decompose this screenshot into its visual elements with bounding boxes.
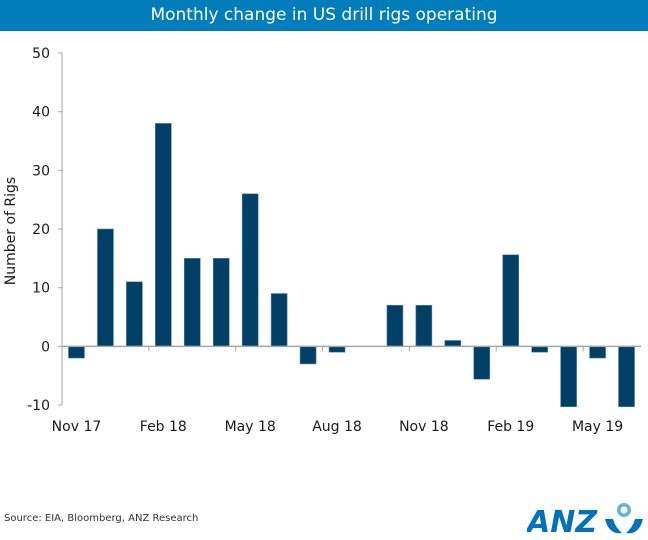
bar-mar-18 <box>183 258 201 347</box>
y-tick-label: 20 <box>32 222 50 238</box>
bar-may-19 <box>589 346 606 359</box>
x-tick-label: Nov 17 <box>52 419 102 435</box>
bar-feb-19 <box>502 254 520 347</box>
y-tick-label: 30 <box>32 163 50 179</box>
bar-jan-18 <box>126 281 143 347</box>
bar-jun-19 <box>618 346 635 408</box>
bar-nov-18 <box>415 304 433 347</box>
bar-dec-18 <box>444 340 462 347</box>
x-tick-label: May 19 <box>572 419 623 435</box>
bar-nov-17 <box>68 346 85 359</box>
x-tick-label: Aug 18 <box>312 419 362 435</box>
bar-mar-19 <box>531 346 548 353</box>
anz-logo: ANZ <box>527 503 643 537</box>
y-tick-label: 0 <box>41 339 50 355</box>
bar-apr-18 <box>212 258 230 347</box>
bar-aug-18 <box>328 346 346 353</box>
x-tick-label: May 18 <box>225 419 276 435</box>
x-tick-label: Feb 19 <box>487 419 534 435</box>
bars <box>68 123 635 408</box>
anz-people-icon <box>605 503 643 534</box>
source-note: Source: EIA, Bloomberg, ANZ Research <box>4 513 199 524</box>
bar-may-18 <box>241 193 259 347</box>
x-axis: Nov 17 Feb 18 May 18 Aug 18 Nov 18 Feb 19 May … <box>52 345 641 435</box>
y-axis-title: Number of Rigs <box>3 177 19 285</box>
chart-title: Monthly change in US drill rigs operatin… <box>0 0 648 31</box>
y-tick-label: -10 <box>27 398 50 414</box>
bar-apr-19 <box>560 346 577 408</box>
bar-jul-18 <box>299 346 317 365</box>
anz-logo-text: ANZ <box>527 505 598 537</box>
bar-jun-18 <box>270 293 288 347</box>
bar-oct-18 <box>386 304 404 347</box>
y-axis: -10 0 10 20 30 40 50 <box>27 46 63 414</box>
bar-feb-18 <box>155 123 172 347</box>
y-tick-label: 10 <box>32 281 50 297</box>
y-tick-label: 40 <box>32 105 50 121</box>
bar-jan-19 <box>473 346 491 380</box>
bar-dec-17 <box>97 228 114 347</box>
y-tick-label: 50 <box>32 46 50 62</box>
x-tick-label: Nov 18 <box>399 419 449 435</box>
x-tick-label: Feb 18 <box>140 419 187 435</box>
